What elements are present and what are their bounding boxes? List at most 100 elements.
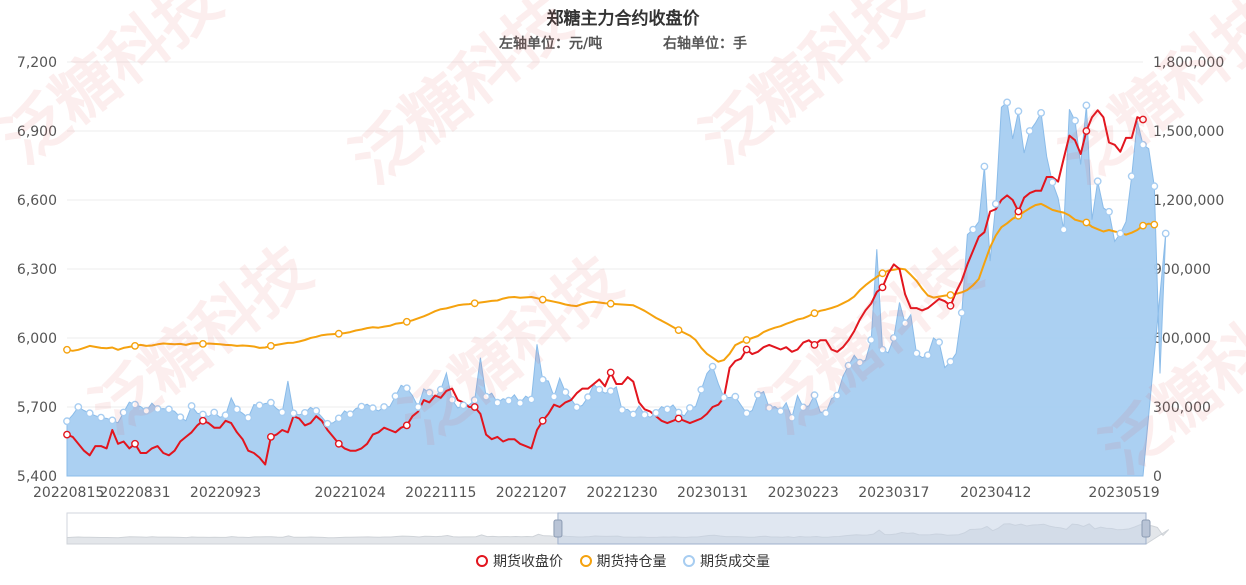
legend-marker-icon xyxy=(682,555,695,567)
data-point-close-price xyxy=(810,340,819,349)
data-point-open-interest xyxy=(1139,221,1147,230)
y-left-tick-label: 5,700 xyxy=(17,400,57,416)
data-point-volume xyxy=(640,410,649,419)
data-point-volume xyxy=(153,405,162,413)
data-point-volume xyxy=(300,408,309,417)
zoom-handle[interactable] xyxy=(1141,519,1151,538)
data-point-volume xyxy=(482,392,490,401)
legend-item-close[interactable]: 期货收盘价 xyxy=(476,551,563,571)
data-point-volume xyxy=(652,408,660,417)
data-point-volume xyxy=(232,405,241,414)
data-point-volume xyxy=(799,403,808,412)
x-tick-label: 20230519 xyxy=(1088,485,1159,501)
legend-item-volume[interactable]: 期货成交量 xyxy=(682,551,770,571)
right-axis-unit: 右轴单位：手 xyxy=(663,36,747,52)
data-point-volume xyxy=(1003,98,1011,107)
data-point-volume xyxy=(969,225,977,234)
x-tick-label: 20230317 xyxy=(858,485,929,501)
y-right-tick-label: 0 xyxy=(1153,469,1162,485)
data-point-volume xyxy=(1127,172,1136,181)
data-point-volume xyxy=(493,398,502,407)
y-right-tick-label: 1,200,000 xyxy=(1153,193,1224,209)
chart-title: 郑糖主力合约收盘价 xyxy=(546,9,700,29)
zoom-handle[interactable] xyxy=(553,519,563,538)
data-point-volume xyxy=(425,388,434,397)
data-point-volume xyxy=(74,403,83,411)
y-left-tick-label: 6,300 xyxy=(17,262,57,278)
y-left-tick-label: 6,000 xyxy=(17,331,57,347)
data-point-volume xyxy=(708,362,717,371)
data-point-volume xyxy=(85,409,94,418)
y-left-tick-label: 6,900 xyxy=(17,124,57,140)
data-point-close-price xyxy=(1082,127,1091,135)
data-point-volume xyxy=(810,391,819,400)
data-point-close-price xyxy=(470,403,479,411)
data-point-volume xyxy=(210,408,219,417)
data-point-open-interest xyxy=(606,299,615,308)
data-point-volume xyxy=(629,410,638,419)
data-point-volume xyxy=(527,395,536,404)
data-point-volume xyxy=(878,345,887,354)
data-point-volume xyxy=(97,413,105,422)
data-point-open-interest xyxy=(470,299,479,308)
y-right-tick-label: 300,000 xyxy=(1153,400,1211,416)
y-right-tick-label: 600,000 xyxy=(1153,331,1211,347)
data-point-close-price xyxy=(63,430,71,439)
data-point-volume xyxy=(1139,140,1147,149)
data-point-volume xyxy=(289,409,298,418)
data-point-close-price xyxy=(878,283,887,292)
data-point-volume xyxy=(1025,127,1034,135)
data-point-volume xyxy=(255,401,264,410)
data-point-volume xyxy=(742,409,751,418)
y-left-tick-label: 7,200 xyxy=(17,55,57,71)
data-point-open-interest xyxy=(63,345,71,354)
y-right-tick-label: 1,800,000 xyxy=(1153,55,1224,71)
data-point-volume xyxy=(504,396,513,405)
data-point-volume xyxy=(595,385,604,394)
data-point-volume xyxy=(765,404,774,412)
legend-item-open-interest[interactable]: 期货持仓量 xyxy=(579,551,667,571)
axis-units: 左轴单位：元/吨 右轴单位：手 xyxy=(0,33,1246,53)
data-point-volume xyxy=(346,410,355,419)
data-point-volume xyxy=(278,408,287,417)
data-point-open-interest xyxy=(878,269,887,278)
data-point-volume xyxy=(923,351,932,360)
data-point-close-price xyxy=(742,345,751,354)
data-point-volume xyxy=(266,398,275,407)
data-point-volume xyxy=(561,388,570,397)
data-point-volume xyxy=(584,393,592,401)
legend-marker-icon xyxy=(476,555,489,567)
data-point-volume xyxy=(323,419,332,428)
data-point-volume xyxy=(889,334,898,342)
data-point-volume xyxy=(164,405,173,414)
data-point-volume xyxy=(334,414,343,423)
data-point-volume xyxy=(855,358,864,367)
data-point-close-price xyxy=(946,301,955,310)
zoom-slider-selection[interactable] xyxy=(557,512,1147,545)
data-point-volume xyxy=(731,392,740,401)
data-point-volume xyxy=(980,162,989,171)
data-point-volume xyxy=(776,407,785,416)
data-point-volume xyxy=(1093,177,1102,186)
data-point-volume xyxy=(244,413,253,422)
x-tick-label: 20221230 xyxy=(586,485,657,501)
y-left-tick-label: 5,400 xyxy=(17,469,57,485)
data-point-close-price xyxy=(1139,115,1147,124)
data-point-volume xyxy=(1037,109,1046,117)
data-point-close-price xyxy=(606,368,615,377)
data-point-volume xyxy=(686,404,694,412)
data-point-close-price xyxy=(402,421,411,430)
data-point-volume xyxy=(957,308,966,317)
data-point-volume xyxy=(822,409,830,418)
data-point-volume xyxy=(380,403,388,411)
data-point-volume xyxy=(935,338,943,347)
data-point-close-price xyxy=(266,432,275,441)
data-point-open-interest xyxy=(742,336,751,344)
data-point-volume xyxy=(1014,107,1023,116)
data-point-volume xyxy=(788,413,796,422)
data-point-volume xyxy=(550,392,558,401)
data-point-volume xyxy=(470,396,479,404)
data-point-volume xyxy=(618,406,626,414)
data-point-volume xyxy=(538,375,547,384)
